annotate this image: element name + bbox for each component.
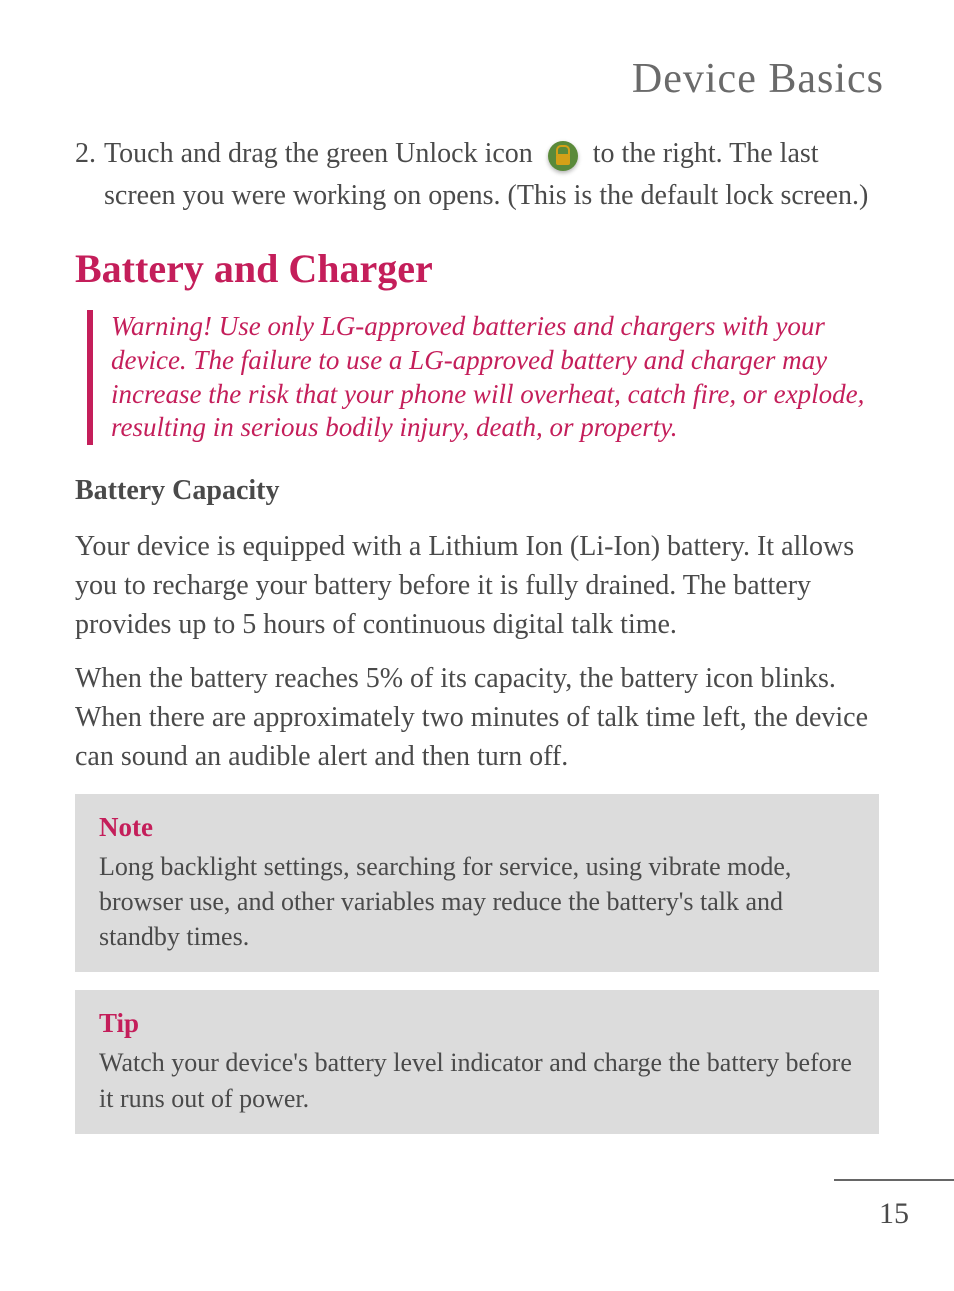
section-title-battery-charger: Battery and Charger (75, 245, 879, 292)
page-number: 15 (879, 1197, 909, 1231)
step-2: 2. Touch and drag the green Unlock icon … (75, 133, 879, 217)
note-text: Long backlight settings, searching for s… (99, 849, 855, 954)
step-body: Touch and drag the green Unlock icon to … (104, 133, 879, 217)
warning-block: Warning! Use only LG-approved batteries … (87, 310, 879, 445)
note-title: Note (99, 812, 855, 843)
warning-text: Warning! Use only LG-approved batteries … (111, 310, 879, 445)
unlock-icon (548, 141, 578, 171)
page-header: Device Basics (0, 0, 954, 133)
subsection-title-battery-capacity: Battery Capacity (75, 475, 879, 507)
tip-text: Watch your device's battery level indica… (99, 1045, 855, 1115)
body-para-2: When the battery reaches 5% of its capac… (75, 659, 879, 777)
step-number: 2. (75, 133, 96, 217)
tip-box: Tip Watch your device's battery level in… (75, 990, 879, 1133)
tip-title: Tip (99, 1008, 855, 1039)
page-content: 2. Touch and drag the green Unlock icon … (0, 133, 954, 1134)
note-box: Note Long backlight settings, searching … (75, 794, 879, 972)
footer-divider (834, 1179, 954, 1181)
step-text-before: Touch and drag the green Unlock icon (104, 138, 540, 169)
body-para-1: Your device is equipped with a Lithium I… (75, 527, 879, 645)
